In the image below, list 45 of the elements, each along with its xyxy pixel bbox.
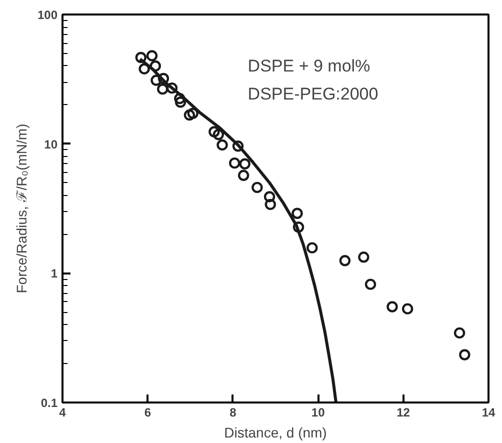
point — [184, 109, 196, 121]
point — [459, 349, 470, 360]
point — [238, 170, 250, 181]
point — [364, 278, 376, 290]
point — [166, 82, 178, 94]
x-tick-label: 14 — [482, 406, 496, 420]
x-tick-label: 8 — [230, 406, 237, 420]
y-tick-label: 100 — [37, 8, 58, 22]
point — [402, 303, 414, 314]
x-tick-label: 6 — [144, 406, 152, 420]
point — [208, 126, 220, 138]
annotation: DSPE + 9 mol% DSPE-PEG:2000 — [248, 56, 378, 104]
point — [187, 108, 198, 119]
point — [150, 60, 161, 72]
x-tick-label: 4 — [59, 406, 66, 420]
point — [146, 50, 158, 62]
point — [135, 52, 146, 64]
point — [150, 74, 162, 86]
point — [174, 96, 186, 108]
point — [292, 222, 304, 233]
point — [216, 139, 228, 151]
point — [358, 252, 370, 263]
x-tick-label: 12 — [396, 406, 410, 420]
point — [292, 208, 303, 219]
x-tick-label: 10 — [311, 406, 326, 420]
y-tick-label: 0.1 — [40, 396, 58, 410]
y-tick-label: 1 — [50, 266, 58, 281]
y-tick-label: 10 — [44, 137, 58, 152]
point — [264, 198, 276, 210]
point — [158, 72, 170, 84]
y-axis-title: Force/Radius, ℱ/R₀(mN/m) — [13, 124, 30, 294]
point — [232, 140, 244, 152]
point — [264, 191, 276, 202]
x-axis-title: Distance, d (nm) — [224, 424, 327, 440]
point — [138, 63, 150, 74]
point — [252, 182, 263, 194]
point — [212, 128, 224, 140]
point — [386, 301, 398, 312]
point — [339, 255, 351, 266]
point — [157, 84, 168, 95]
point — [174, 92, 186, 104]
point — [229, 157, 240, 169]
point — [454, 327, 466, 339]
point — [306, 242, 318, 254]
point — [239, 158, 250, 170]
